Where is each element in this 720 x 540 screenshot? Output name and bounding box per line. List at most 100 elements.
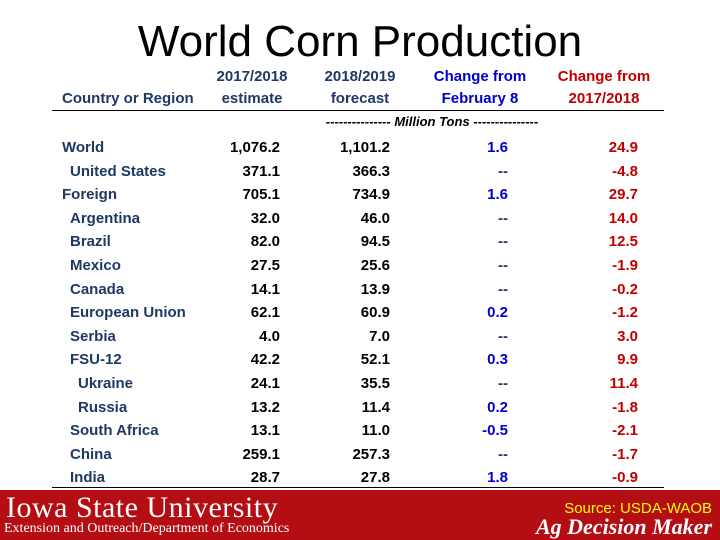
- row-change-feb: --: [498, 162, 508, 180]
- row-forecast: 27.8: [360, 469, 390, 487]
- row-change-feb: 0.2: [487, 304, 508, 322]
- row-change-feb: 1.6: [487, 186, 508, 204]
- row-name: Brazil: [70, 233, 111, 251]
- row-estimate: 27.5: [250, 256, 280, 274]
- university-wordmark: Iowa State University: [6, 491, 279, 524]
- row-name: India: [70, 469, 106, 487]
- row-change-prev: 14.0: [608, 209, 638, 227]
- table-row: World 1,076.2 1,101.2 1.6 24.9: [52, 136, 664, 160]
- row-name: China: [70, 445, 112, 463]
- footer-banner: Iowa State University Extension and Outr…: [0, 490, 720, 540]
- row-forecast: 734.9: [352, 186, 390, 204]
- table-row: Russia 13.2 11.4 0.2 -1.8: [52, 396, 664, 420]
- row-name: Russia: [78, 398, 128, 416]
- row-change-prev: -1.7: [612, 445, 638, 463]
- units-label: --------------- Million Tons -----------…: [325, 114, 539, 129]
- row-forecast: 1,101.2: [339, 139, 390, 156]
- table-row: Mexico 27.5 25.6 -- -1.9: [52, 254, 664, 278]
- row-change-feb: 0.3: [487, 351, 508, 369]
- header-change-feb-line1: Change from: [433, 68, 527, 85]
- table-row: Canada 14.1 13.9 -- -0.2: [52, 278, 664, 302]
- row-change-feb: --: [498, 374, 508, 392]
- row-estimate: 14.1: [250, 280, 280, 298]
- row-change-feb: --: [498, 256, 508, 274]
- row-forecast: 13.9: [360, 280, 390, 298]
- table-body: World 1,076.2 1,101.2 1.6 24.9 United St…: [52, 136, 664, 490]
- row-estimate: 13.1: [250, 422, 280, 440]
- header-forecast: 2018/2019 forecast: [310, 66, 410, 110]
- row-name: Canada: [70, 280, 125, 298]
- header-change-prev-line1: Change from: [557, 68, 651, 85]
- row-estimate: 13.2: [250, 398, 280, 416]
- table-row: Serbia 4.0 7.0 -- 3.0: [52, 325, 664, 349]
- row-change-prev: -1.2: [612, 304, 638, 322]
- header-divider: [52, 110, 664, 111]
- row-change-prev: 29.7: [608, 186, 638, 204]
- header-estimate-label: estimate: [221, 90, 283, 107]
- row-change-feb: --: [498, 233, 508, 251]
- row-change-feb: -0.5: [482, 422, 508, 440]
- row-name: FSU-12: [70, 351, 122, 369]
- row-estimate: 62.1: [250, 304, 280, 322]
- table-row: European Union 62.1 60.9 0.2 -1.2: [52, 301, 664, 325]
- row-change-prev: 9.9: [617, 351, 638, 369]
- table-row: South Africa 13.1 11.0 -0.5 -2.1: [52, 419, 664, 443]
- row-forecast: 11.4: [361, 398, 390, 416]
- row-change-feb: 1.6: [487, 139, 508, 156]
- row-change-prev: -4.8: [612, 162, 638, 180]
- row-name: Mexico: [70, 256, 121, 274]
- row-change-prev: 11.4: [609, 374, 638, 392]
- row-name: Foreign: [62, 186, 117, 204]
- row-name: Ukraine: [78, 374, 134, 392]
- row-name: World: [62, 139, 105, 156]
- row-change-prev: 24.9: [608, 139, 638, 156]
- row-name: United States: [70, 162, 166, 180]
- row-forecast: 7.0: [369, 327, 390, 345]
- table-row: India 28.7 27.8 1.8 -0.9: [52, 466, 664, 490]
- row-estimate: 259.1: [242, 445, 280, 463]
- row-change-feb: --: [498, 280, 508, 298]
- row-name: South Africa: [70, 422, 159, 440]
- row-estimate: 32.0: [250, 209, 280, 227]
- source-label: Source: USDA-WAOB: [564, 500, 712, 517]
- table-row: United States 371.1 366.3 -- -4.8: [52, 160, 664, 184]
- header-change-prev-line2: 2017/2018: [568, 90, 640, 107]
- row-change-prev: -1.9: [612, 256, 638, 274]
- row-change-feb: --: [498, 445, 508, 463]
- row-change-feb: --: [498, 209, 508, 227]
- row-name: European Union: [70, 304, 186, 322]
- row-change-prev: -0.2: [612, 280, 638, 298]
- row-name: Serbia: [70, 327, 116, 345]
- row-estimate: 24.1: [250, 374, 280, 392]
- header-forecast-label: forecast: [330, 90, 390, 107]
- row-forecast: 46.0: [360, 209, 390, 227]
- row-estimate: 1,076.2: [229, 139, 280, 156]
- table-row: Argentina 32.0 46.0 -- 14.0: [52, 207, 664, 231]
- header-estimate-year: 2017/2018: [216, 68, 288, 85]
- header-change-prev: Change from 2017/2018: [546, 66, 662, 110]
- table-row: Ukraine 24.1 35.5 -- 11.4: [52, 372, 664, 396]
- row-estimate: 4.0: [259, 327, 280, 345]
- row-change-prev: 12.5: [608, 233, 638, 251]
- row-estimate: 42.2: [250, 351, 280, 369]
- ag-decision-maker-logo: Ag Decision Maker: [536, 514, 712, 539]
- row-forecast: 366.3: [352, 162, 390, 180]
- row-forecast: 11.0: [361, 422, 390, 440]
- row-change-prev: -1.8: [612, 398, 638, 416]
- corn-production-table: Country or Region 2017/2018 estimate 201…: [52, 62, 664, 486]
- header-change-feb: Change from February 8: [420, 66, 540, 110]
- row-estimate: 705.1: [242, 186, 280, 204]
- department-label: Extension and Outreach/Department of Eco…: [4, 521, 290, 536]
- table-row: Foreign 705.1 734.9 1.6 29.7: [52, 183, 664, 207]
- row-forecast: 52.1: [360, 351, 390, 369]
- row-forecast: 257.3: [352, 445, 390, 463]
- row-name: Argentina: [70, 209, 141, 227]
- table-row: Brazil 82.0 94.5 -- 12.5: [52, 230, 664, 254]
- row-estimate: 82.0: [250, 233, 280, 251]
- header-estimate: 2017/2018 estimate: [202, 66, 302, 110]
- row-estimate: 28.7: [250, 469, 280, 487]
- row-forecast: 35.5: [360, 374, 390, 392]
- row-change-feb: 1.8: [487, 469, 508, 487]
- row-change-feb: 0.2: [487, 398, 508, 416]
- row-change-feb: --: [498, 327, 508, 345]
